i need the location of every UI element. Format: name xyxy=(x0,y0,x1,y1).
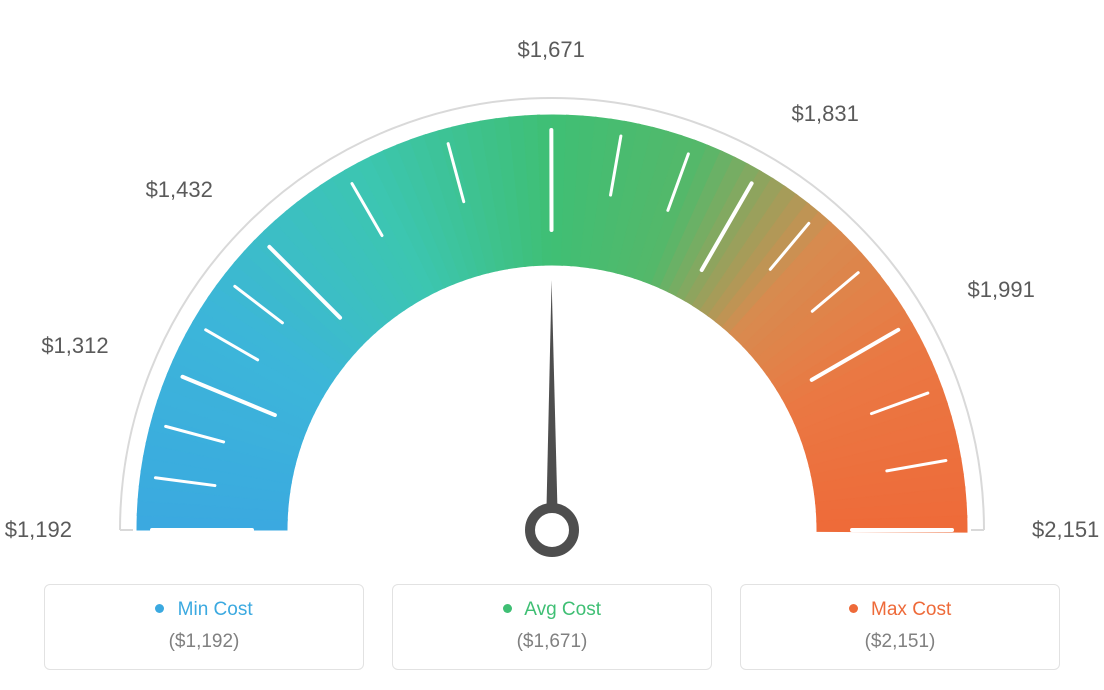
gauge-svg xyxy=(32,20,1072,580)
legend-dot-avg xyxy=(503,604,512,613)
legend-card-avg: Avg Cost ($1,671) xyxy=(392,584,712,670)
legend-dot-max xyxy=(849,604,858,613)
legend-label-avg: Avg Cost xyxy=(524,599,601,620)
legend-value-max: ($2,151) xyxy=(741,631,1059,653)
gauge-tick-label: $2,151 xyxy=(1032,517,1099,543)
legend-dot-min xyxy=(155,604,164,613)
gauge-tick-label: $1,192 xyxy=(5,517,72,543)
legend-title-max: Max Cost xyxy=(741,599,1059,621)
gauge-tick-label: $1,991 xyxy=(968,277,1035,303)
gauge-chart: $1,192$1,312$1,432$1,671$1,831$1,991$2,1… xyxy=(32,20,1072,580)
gauge-tick-label: $1,432 xyxy=(146,177,213,203)
legend-label-max: Max Cost xyxy=(871,599,951,620)
legend-value-min: ($1,192) xyxy=(45,631,363,653)
legend-title-min: Min Cost xyxy=(45,599,363,621)
gauge-tick-label: $1,671 xyxy=(518,37,585,63)
gauge-tick-label: $1,312 xyxy=(41,333,108,359)
legend-card-max: Max Cost ($2,151) xyxy=(740,584,1060,670)
legend-title-avg: Avg Cost xyxy=(393,599,711,621)
legend-label-min: Min Cost xyxy=(178,599,253,620)
gauge-tick-label: $1,831 xyxy=(792,101,859,127)
legend-value-avg: ($1,671) xyxy=(393,631,711,653)
legend-card-min: Min Cost ($1,192) xyxy=(44,584,364,670)
legend-row: Min Cost ($1,192) Avg Cost ($1,671) Max … xyxy=(44,584,1060,670)
